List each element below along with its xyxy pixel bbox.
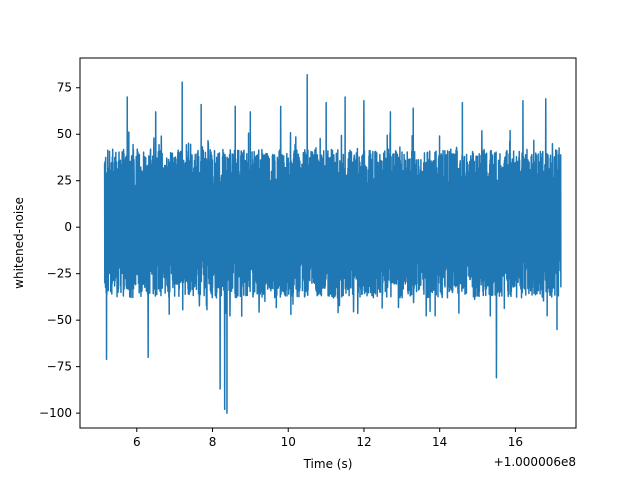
x-tick-label: 6 (133, 435, 141, 449)
x-tick-label: 12 (356, 435, 371, 449)
y-tick-label: −50 (47, 313, 72, 327)
y-tick-label: 0 (64, 220, 72, 234)
x-axis-label: Time (s) (303, 457, 353, 471)
x-tick-label: 10 (281, 435, 296, 449)
y-tick-label: −75 (47, 360, 72, 374)
y-axis: −100 −75 −50 −25 0 25 50 75 (39, 81, 80, 420)
plot-frame (79, 57, 577, 429)
x-axis: 6 8 10 12 14 16 (133, 428, 523, 449)
series-line (103, 73, 562, 414)
y-tick-label: 75 (57, 81, 72, 95)
y-axis-label: whitened-noise (12, 197, 26, 289)
y-tick-label: −100 (39, 406, 72, 420)
x-tick-label: 14 (432, 435, 447, 449)
x-tick-label: 16 (508, 435, 523, 449)
y-tick-label: 50 (57, 127, 72, 141)
x-offset-label: +1.000006e8 (494, 455, 576, 469)
x-tick-label: 8 (209, 435, 217, 449)
y-tick-label: −25 (47, 267, 72, 281)
series-layer (103, 73, 562, 414)
y-tick-label: 25 (57, 174, 72, 188)
